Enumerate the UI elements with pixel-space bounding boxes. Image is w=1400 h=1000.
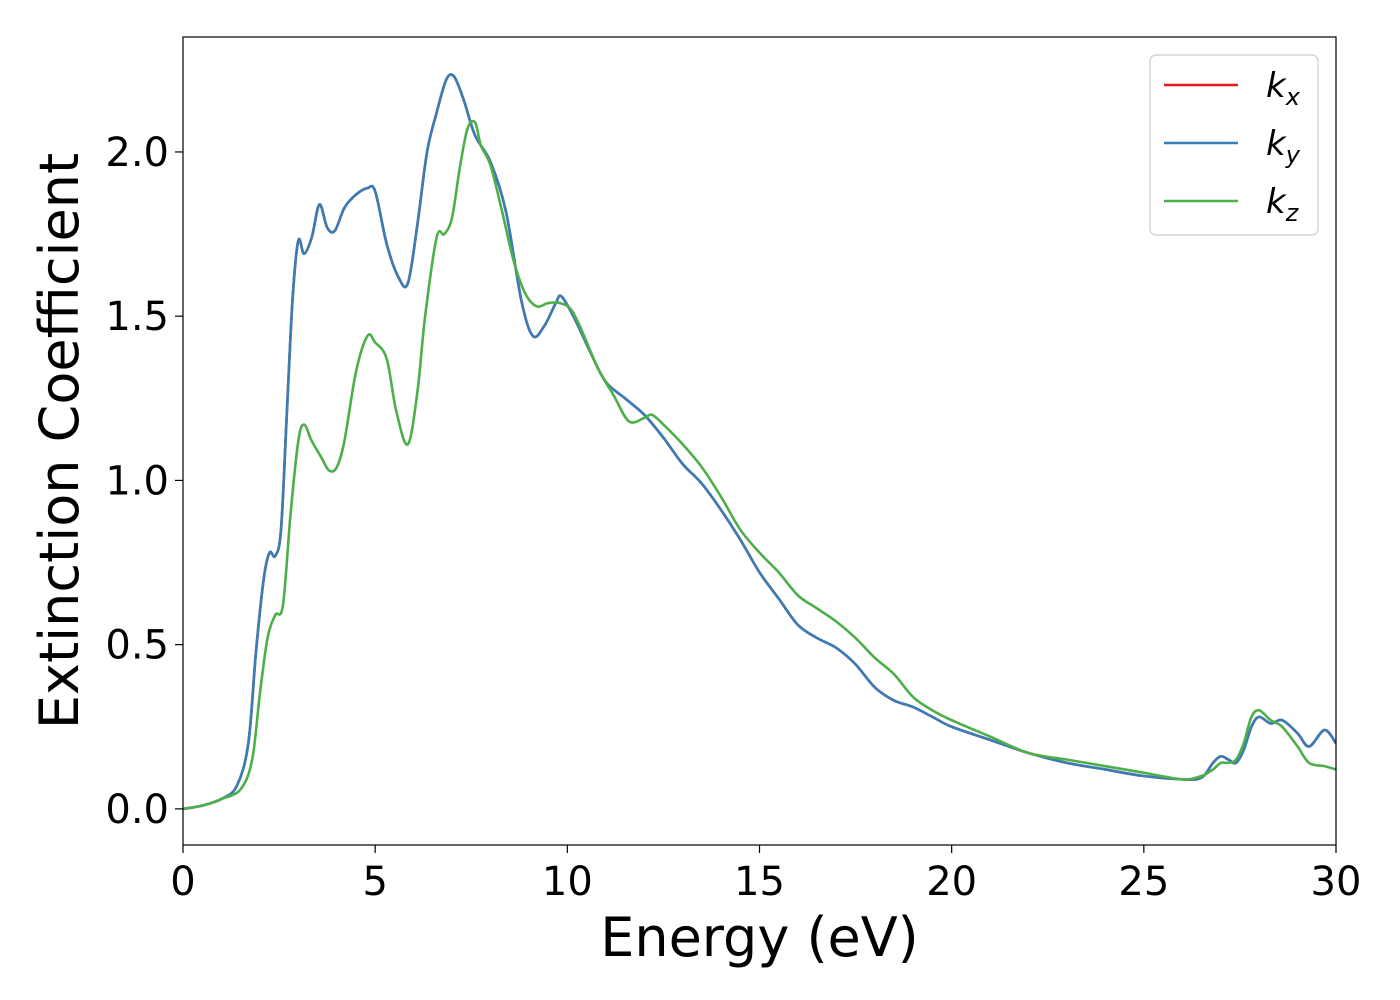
legend-box [1149, 54, 1319, 236]
y-axis-title: Extinction Coefficient [28, 153, 91, 729]
x-tick-label: 0 [170, 859, 195, 905]
legend-label-subscript: x [1285, 83, 1301, 111]
legend-label: ky [1266, 124, 1301, 169]
legend-label-subscript: z [1285, 199, 1300, 227]
y-tick-label: 0.0 [105, 787, 169, 833]
legend-label-base: k [1266, 182, 1287, 222]
x-tick-label: 30 [1311, 859, 1362, 905]
x-tick-label: 5 [362, 859, 387, 905]
y-tick-label: 2.0 [105, 130, 169, 176]
legend-label: kz [1266, 182, 1300, 227]
legend-label-base: k [1266, 124, 1287, 164]
series-layer [183, 73, 1336, 811]
x-tick-label: 15 [734, 859, 785, 905]
y-tick-label: 1.0 [105, 458, 169, 504]
x-tick-label: 10 [542, 859, 593, 905]
legend-label: kx [1266, 66, 1301, 111]
series-line-ky [183, 73, 1336, 811]
x-tick-label: 25 [1118, 859, 1169, 905]
y-axis: 0.0 0.5 1.0 1.5 2.0 [105, 130, 183, 833]
x-axis: 0 5 10 15 20 25 30 [170, 845, 1361, 905]
plot-area [183, 37, 1336, 845]
x-axis-title: Energy (eV) [600, 906, 919, 969]
y-tick-label: 1.5 [105, 294, 169, 340]
legend-label-base: k [1266, 66, 1287, 106]
y-tick-label: 0.5 [105, 623, 169, 669]
legend-label-subscript: y [1285, 141, 1301, 169]
series-line-kz [183, 119, 1336, 811]
x-tick-label: 20 [926, 859, 977, 905]
